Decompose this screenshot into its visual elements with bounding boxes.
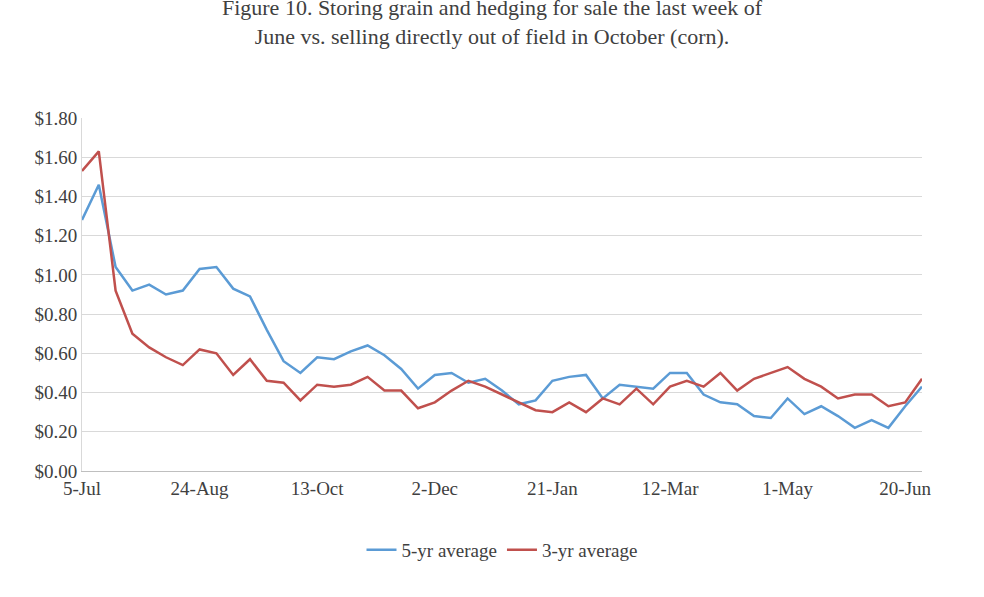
svg-text:3-yr average: 3-yr average <box>542 540 637 561</box>
svg-text:1-May: 1-May <box>762 478 813 499</box>
svg-text:21-Jan: 21-Jan <box>527 478 578 499</box>
svg-text:2-Dec: 2-Dec <box>412 478 458 499</box>
svg-text:$0.60: $0.60 <box>34 343 77 364</box>
svg-text:$0.40: $0.40 <box>34 382 77 403</box>
svg-text:20-Jun: 20-Jun <box>879 478 931 499</box>
svg-text:$1.40: $1.40 <box>34 186 77 207</box>
svg-text:24-Aug: 24-Aug <box>171 478 230 499</box>
svg-text:$0.20: $0.20 <box>34 421 77 442</box>
svg-text:12-Mar: 12-Mar <box>642 478 700 499</box>
svg-text:$0.80: $0.80 <box>34 304 77 325</box>
svg-text:$0.00: $0.00 <box>34 461 77 482</box>
svg-text:Figure 10. Storing grain and h: Figure 10. Storing grain and hedging for… <box>222 0 763 49</box>
svg-text:5-Jul: 5-Jul <box>63 478 101 499</box>
svg-text:13-Oct: 13-Oct <box>291 478 344 499</box>
svg-text:$1.80: $1.80 <box>34 108 77 129</box>
svg-text:$1.60: $1.60 <box>34 147 77 168</box>
svg-text:5-yr average: 5-yr average <box>402 540 497 561</box>
svg-text:$1.00: $1.00 <box>34 265 77 286</box>
svg-text:$1.20: $1.20 <box>34 225 77 246</box>
